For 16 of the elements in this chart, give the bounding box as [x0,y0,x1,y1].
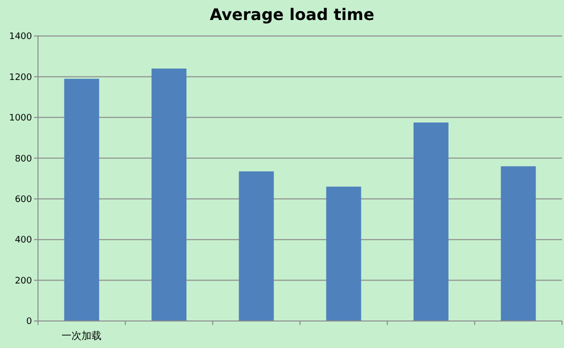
x-tick-label: 一次加载 [62,330,102,342]
bar [326,186,362,321]
bar [414,122,448,321]
y-tick-label: 400 [14,236,32,246]
y-tick-label: 0 [26,317,32,328]
bar [152,68,186,321]
bar [500,166,536,321]
y-tick-label: 600 [14,195,32,206]
bar [238,171,274,321]
y-tick-label: 1200 [9,72,32,83]
y-tick-label: 200 [14,276,32,286]
y-tick-label: 800 [14,154,32,164]
chart-title: Average load time [210,5,374,24]
y-tick-label: 1000 [9,114,32,124]
bar [64,78,100,321]
y-tick-label: 1400 [9,32,32,42]
